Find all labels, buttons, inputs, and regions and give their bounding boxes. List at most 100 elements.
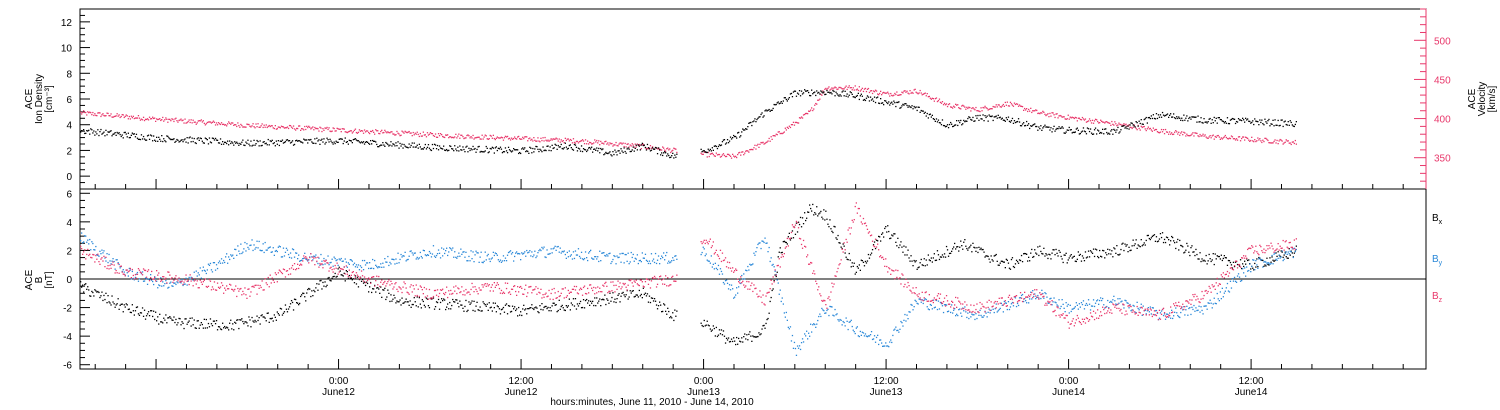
density-point — [1203, 118, 1205, 120]
bx-point — [331, 277, 333, 279]
by-point — [212, 262, 215, 264]
density-point — [352, 139, 354, 141]
velocity-point — [419, 132, 421, 135]
by-point — [402, 255, 404, 257]
bx-point — [643, 293, 645, 296]
velocity-point — [805, 112, 807, 115]
by-point — [297, 258, 299, 260]
bz-point — [152, 278, 154, 280]
by-point — [745, 269, 747, 271]
by-point — [452, 247, 454, 249]
by-point — [1274, 252, 1276, 254]
bx-point — [368, 291, 370, 293]
density-point — [817, 92, 819, 94]
velocity-point — [243, 126, 245, 128]
bx-point — [895, 241, 897, 243]
by-point — [1144, 309, 1146, 311]
density-point — [135, 133, 138, 135]
by-point — [321, 260, 323, 262]
density-point — [330, 140, 332, 142]
bx-point — [120, 303, 122, 305]
velocity-point — [207, 121, 210, 123]
velocity-point — [450, 136, 452, 138]
bx-point — [750, 335, 752, 337]
density-point — [1125, 126, 1127, 128]
velocity-point — [110, 113, 112, 115]
by-point — [557, 245, 559, 248]
bx-point — [756, 336, 758, 338]
bx-point — [888, 230, 890, 233]
by-point — [1117, 298, 1119, 300]
velocity-point — [874, 89, 877, 91]
by-point — [517, 253, 519, 255]
by-point — [514, 255, 516, 258]
bx-point — [192, 324, 194, 326]
density-point — [569, 144, 571, 146]
density-point — [1231, 117, 1234, 120]
density-point — [483, 151, 485, 153]
bz-point — [155, 280, 157, 282]
velocity-point — [333, 127, 335, 130]
by-point — [1083, 308, 1086, 310]
bx-point — [256, 315, 258, 317]
bx-point — [261, 314, 263, 316]
density-point — [655, 147, 658, 149]
by-point — [418, 257, 420, 259]
velocity-point — [162, 116, 164, 119]
velocity-point — [860, 89, 862, 91]
bx-point — [991, 259, 993, 261]
density-point — [258, 145, 260, 147]
velocity-point — [702, 153, 704, 155]
by-point — [814, 323, 816, 326]
density-point — [1181, 117, 1183, 119]
by-point — [136, 271, 139, 274]
by-point — [749, 263, 751, 265]
density-point — [130, 134, 132, 136]
x-tick-label-hour: 12:00 — [874, 376, 899, 387]
by-point — [248, 248, 250, 250]
by-point — [1232, 280, 1235, 282]
by-point — [856, 326, 858, 328]
by-point — [1264, 260, 1266, 263]
density-point — [596, 147, 598, 149]
bx-point — [1205, 254, 1207, 257]
by-point — [1239, 280, 1242, 282]
by-point — [1011, 301, 1014, 304]
bx-point — [633, 296, 635, 298]
density-point — [1025, 124, 1027, 127]
velocity-point — [564, 137, 566, 139]
density-point — [244, 144, 246, 147]
bx-point — [483, 302, 485, 305]
density-point — [619, 152, 621, 154]
bx-point — [766, 318, 768, 321]
by-point — [146, 283, 149, 285]
by-point — [961, 315, 963, 317]
density-point — [631, 149, 633, 151]
density-point — [966, 120, 968, 122]
velocity-point — [1069, 116, 1071, 118]
by-point — [606, 253, 608, 256]
velocity-point — [1054, 116, 1056, 119]
bx-point — [634, 295, 636, 298]
by-point — [108, 253, 110, 256]
bz-point — [148, 280, 151, 282]
bx-point — [241, 318, 243, 320]
bx-point — [1042, 253, 1044, 255]
by-point — [867, 335, 870, 337]
bx-point — [669, 317, 671, 319]
by-point — [1164, 318, 1167, 320]
density-point — [666, 155, 668, 157]
bx-point — [1144, 244, 1146, 246]
velocity-point — [182, 119, 184, 121]
velocity-point — [854, 85, 856, 87]
velocity-point — [841, 88, 843, 90]
density-point — [1140, 119, 1142, 121]
velocity-point — [1295, 143, 1297, 145]
by-point — [1089, 309, 1092, 311]
density-point — [1172, 116, 1174, 118]
velocity-point — [119, 116, 121, 119]
by-point — [833, 315, 835, 317]
bx-point — [659, 301, 661, 303]
density-point — [881, 102, 883, 104]
bx-point — [714, 335, 716, 337]
